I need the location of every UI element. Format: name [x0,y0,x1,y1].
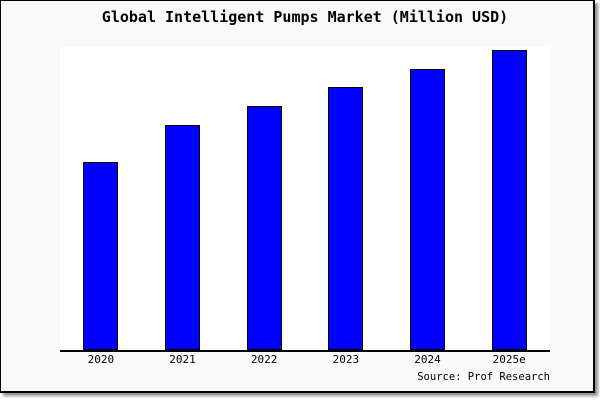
x-tick-label-2024: 2024 [414,353,441,366]
chart-card: Global Intelligent Pumps Market (Million… [0,0,595,393]
x-tick-label-2022: 2022 [250,353,278,366]
plot-area [60,47,550,352]
bar-2021 [165,125,200,350]
x-tick-label-2025e: 2025e [492,353,526,366]
x-tick-label-2020: 2020 [87,353,115,366]
chart-title: Global Intelligent Pumps Market (Million… [101,8,509,26]
x-tick-label-2021: 2021 [169,353,196,366]
x-tick-label-2023: 2023 [332,353,360,366]
bar-2025e [491,50,527,350]
bar-2023 [328,87,364,350]
source-credit: Source: Prof Research [417,371,550,383]
bar-2024 [410,69,445,350]
x-axis-labels: 2020 2021 2022 2023 2024 2025e [60,353,550,368]
bar-2020 [83,162,119,350]
bar-2022 [246,106,282,350]
